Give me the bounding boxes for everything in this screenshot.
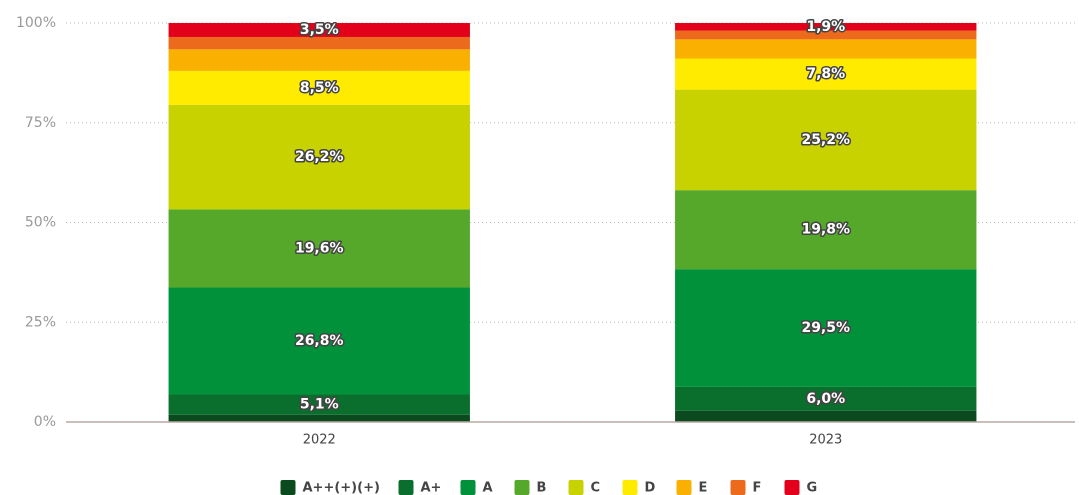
legend-label: E xyxy=(699,481,708,495)
legend-swatch xyxy=(676,480,692,495)
bar-segment xyxy=(675,23,977,31)
y-tick-label: 50% xyxy=(25,215,56,231)
data-label: 26,8% xyxy=(295,333,344,349)
legend-label: F xyxy=(753,481,762,495)
legend-swatch xyxy=(460,480,476,495)
x-tick-label: 2022 xyxy=(303,433,336,448)
data-label: 19,6% xyxy=(295,240,344,256)
legend-swatch xyxy=(568,480,584,495)
legend-label: A++(+)(+) xyxy=(303,481,380,495)
data-label: 25,2% xyxy=(801,132,850,148)
bar-segment xyxy=(168,287,470,395)
legend-swatch xyxy=(784,480,800,495)
bar-segment xyxy=(168,36,470,50)
bar-segment xyxy=(675,30,977,40)
legend-label: G xyxy=(807,481,818,495)
legend-label: D xyxy=(645,481,656,495)
data-label: 3,5% xyxy=(300,22,339,38)
bar-segment xyxy=(168,49,470,71)
bar-segment xyxy=(675,269,977,387)
legend-label: B xyxy=(537,481,547,495)
legend-swatch xyxy=(730,480,746,495)
y-tick-label: 0% xyxy=(34,414,56,430)
bar-segment xyxy=(168,414,470,422)
data-label: 29,5% xyxy=(801,320,850,336)
data-label: 7,8% xyxy=(806,66,845,82)
y-tick-label: 75% xyxy=(25,115,56,131)
legend-swatch xyxy=(280,480,296,495)
bar-segment xyxy=(168,104,470,210)
bar-segment xyxy=(168,70,470,105)
data-label: 8,5% xyxy=(300,80,339,96)
legend-swatch xyxy=(622,480,638,495)
bar-segment xyxy=(675,58,977,90)
data-label: 6,0% xyxy=(806,391,845,407)
bar-segment xyxy=(168,209,470,288)
bar-segment xyxy=(168,23,470,37)
bar-segment xyxy=(675,190,977,270)
legend-swatch xyxy=(398,480,414,495)
y-tick-label: 25% xyxy=(25,314,56,330)
data-label: 26,2% xyxy=(295,149,344,165)
x-tick-label: 2023 xyxy=(809,433,842,448)
legend-label: A xyxy=(483,481,493,495)
y-tick-label: 100% xyxy=(16,15,56,31)
data-label: 1,9% xyxy=(806,19,845,35)
legend-label: C xyxy=(591,481,601,495)
bar-segment xyxy=(675,386,977,411)
legend-swatch xyxy=(514,480,530,495)
bar-segment xyxy=(675,410,977,422)
legend-label: A+ xyxy=(421,481,442,495)
bar-segment xyxy=(675,89,977,191)
bar-segment xyxy=(168,394,470,415)
data-label: 5,1% xyxy=(300,397,339,413)
bar-segment xyxy=(675,39,977,59)
data-label: 19,8% xyxy=(801,222,850,238)
